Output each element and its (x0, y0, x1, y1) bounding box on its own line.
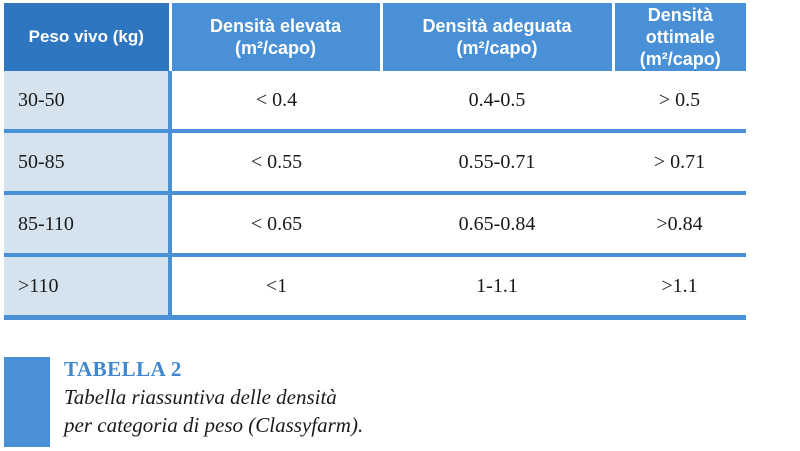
cell-elevata: < 0.4 (170, 71, 381, 133)
header-densita-elevata: Densità elevata (m²/capo) (170, 3, 383, 71)
cell-ottimale: > 0.71 (613, 131, 746, 195)
cell-adeguata: 1-1.1 (381, 255, 613, 320)
caption-description: Tabella riassuntiva delle densità per ca… (64, 383, 363, 439)
caption-accent-bar (4, 357, 50, 447)
cell-peso: 85-110 (4, 193, 172, 257)
density-table-container: Peso vivo (kg) Densità elevata (m²/capo)… (4, 3, 746, 320)
cell-adeguata: 0.55-0.71 (381, 131, 613, 195)
cell-peso: >110 (4, 255, 172, 320)
header-densita-adeguata: Densità adeguata (m²/capo) (381, 3, 615, 71)
cell-elevata: < 0.65 (170, 193, 381, 257)
caption-title: TABELLA 2 (64, 357, 182, 381)
header-unit: (m²/capo) (235, 38, 316, 58)
cell-elevata: <1 (170, 255, 381, 320)
header-peso-vivo: Peso vivo (kg) (4, 3, 172, 71)
caption-line: Tabella riassuntiva delle densità (64, 385, 337, 409)
cell-ottimale: >1.1 (613, 255, 746, 320)
table-header-row: Peso vivo (kg) Densità elevata (m²/capo)… (4, 3, 746, 71)
caption-line: per categoria di peso (Classyfarm). (64, 413, 364, 437)
header-label: Densità adeguata (422, 16, 572, 36)
header-unit: (m²/capo) (456, 38, 538, 58)
header-densita-ottimale: Densità ottimale (m²/capo) (613, 3, 746, 71)
cell-peso: 30-50 (4, 71, 172, 133)
table-row: 30-50 < 0.4 0.4-0.5 > 0.5 (4, 71, 746, 133)
header-label: Densità ottimale (645, 5, 715, 47)
density-table: Peso vivo (kg) Densità elevata (m²/capo)… (4, 3, 746, 320)
cell-adeguata: 0.4-0.5 (381, 71, 613, 133)
table-row: 85-110 < 0.65 0.65-0.84 >0.84 (4, 193, 746, 257)
header-label: Densità elevata (209, 16, 342, 36)
cell-adeguata: 0.65-0.84 (381, 193, 613, 257)
table-caption: TABELLA 2 Tabella riassuntiva delle dens… (4, 357, 746, 447)
cell-elevata: < 0.55 (170, 131, 381, 195)
table-row: 50-85 < 0.55 0.55-0.71 > 0.71 (4, 131, 746, 195)
cell-ottimale: >0.84 (613, 193, 746, 257)
cell-peso: 50-85 (4, 131, 172, 195)
table-row: >110 <1 1-1.1 >1.1 (4, 255, 746, 320)
header-unit: (m²/capo) (639, 49, 721, 69)
cell-ottimale: > 0.5 (613, 71, 746, 133)
